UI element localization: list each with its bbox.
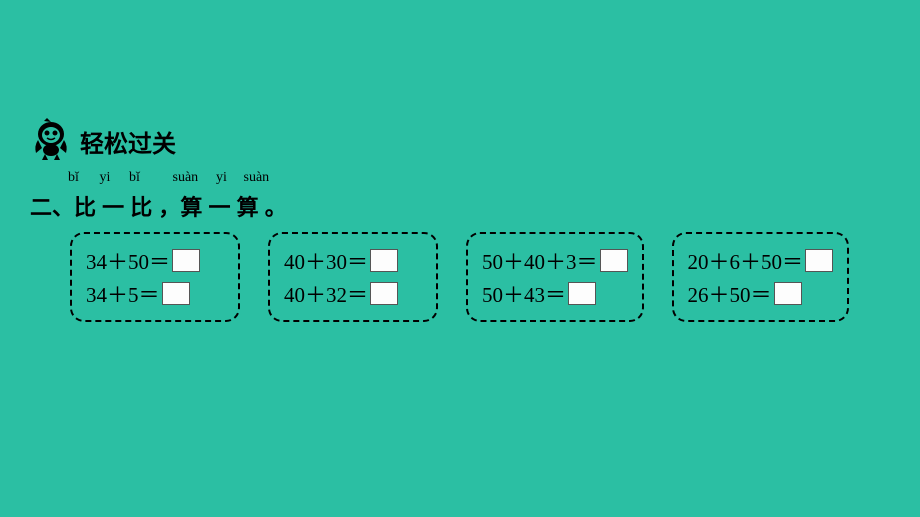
expression: 50＋40＋3＝ — [482, 246, 598, 276]
character-icon — [30, 118, 72, 165]
math-box: 34＋50＝ 34＋5＝ — [70, 232, 240, 322]
expression: 20＋6＋50＝ — [688, 246, 804, 276]
expression: 34＋5＝ — [86, 279, 160, 309]
expression: 50＋43＝ — [482, 279, 566, 309]
math-row: 26＋50＝ — [688, 277, 834, 310]
math-box: 20＋6＋50＝ 26＋50＝ — [672, 232, 850, 322]
math-row: 20＋6＋50＝ — [688, 244, 834, 277]
header-section: 轻松过关 — [30, 118, 176, 165]
pinyin-row: bǐ yi bǐ suàn yi suàn — [68, 170, 269, 186]
answer-box[interactable] — [162, 282, 190, 305]
pinyin-syl: bǐ — [129, 170, 169, 186]
answer-box[interactable] — [370, 249, 398, 272]
page-title: 轻松过关 — [80, 124, 176, 159]
answer-box[interactable] — [805, 249, 833, 272]
math-row: 34＋5＝ — [86, 277, 224, 310]
answer-box[interactable] — [600, 249, 628, 272]
answer-box[interactable] — [172, 249, 200, 272]
math-row: 50＋43＝ — [482, 277, 628, 310]
pinyin-syl: yi — [100, 170, 126, 186]
expression: 40＋32＝ — [284, 279, 368, 309]
math-box: 50＋40＋3＝ 50＋43＝ — [466, 232, 644, 322]
instruction-prefix: 二、 — [30, 195, 74, 220]
pinyin-syl: suàn — [173, 170, 213, 186]
answer-box[interactable] — [370, 282, 398, 305]
expression: 40＋30＝ — [284, 246, 368, 276]
math-row: 50＋40＋3＝ — [482, 244, 628, 277]
instruction-row: 二、比 一 比 ，算 一 算 。 — [30, 190, 287, 222]
math-row: 40＋32＝ — [284, 277, 422, 310]
expression: 26＋50＝ — [688, 279, 772, 309]
math-row: 34＋50＝ — [86, 244, 224, 277]
boxes-container: 34＋50＝ 34＋5＝ 40＋30＝ 40＋32＝ 50＋40＋3＝ 50＋4… — [70, 232, 849, 322]
expression: 34＋50＝ — [86, 246, 170, 276]
answer-box[interactable] — [774, 282, 802, 305]
answer-box[interactable] — [568, 282, 596, 305]
pinyin-syl: bǐ — [68, 170, 96, 186]
instruction-text: 比 一 比 ，算 一 算 。 — [74, 195, 287, 220]
math-box: 40＋30＝ 40＋32＝ — [268, 232, 438, 322]
pinyin-syl: yi — [216, 170, 240, 186]
math-row: 40＋30＝ — [284, 244, 422, 277]
pinyin-syl: suàn — [244, 170, 270, 186]
